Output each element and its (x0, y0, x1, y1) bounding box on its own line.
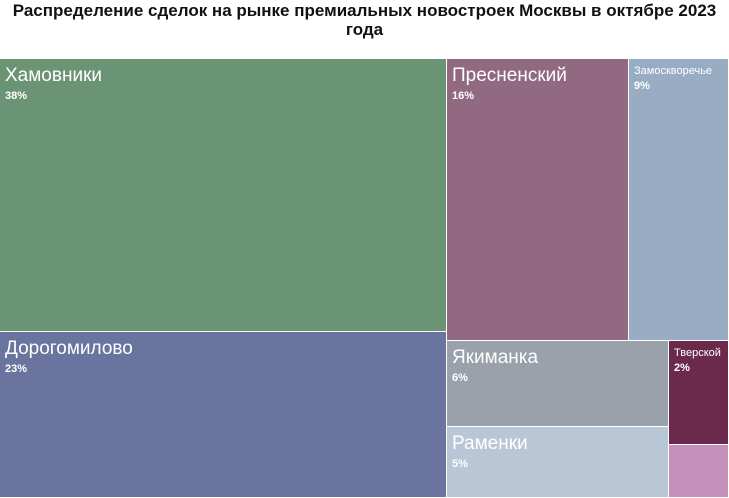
tile-ramenki: Раменки 5% (447, 427, 669, 498)
tile-other (669, 445, 729, 498)
tile-presnensky: Пресненский 16% (447, 59, 629, 341)
tile-label: Раменки (452, 433, 528, 454)
tile-value-label: 38% (5, 90, 28, 102)
chart-title: Распределение сделок на рынке премиальны… (12, 1, 717, 39)
tile-value-label: 16% (452, 90, 475, 102)
tile-label: Якиманка (452, 347, 539, 368)
tile-label: Пресненский (452, 65, 567, 86)
tile-dorogomilovo: Дорогомилово 23% (0, 332, 447, 498)
tile-yakimanka: Якиманка 6% (447, 341, 669, 427)
tile-tverskoy: Тверской 2% (669, 341, 729, 445)
tile-label: Замоскворечье (634, 65, 713, 77)
tile-value-label: 6% (452, 372, 468, 384)
tile-value-label: 5% (452, 458, 468, 470)
tile-value-label: 2% (674, 362, 690, 374)
tile-label: Тверской (674, 347, 721, 359)
tile-label: Хамовники (5, 65, 102, 86)
tile-khamovniki: Хамовники 38% (0, 59, 447, 332)
tile-value-label: 23% (5, 363, 28, 375)
tile-label: Дорогомилово (5, 338, 133, 359)
tile-zamoskvorechye: Замоскворечье 9% (629, 59, 729, 341)
tile-value-label: 9% (634, 80, 650, 92)
